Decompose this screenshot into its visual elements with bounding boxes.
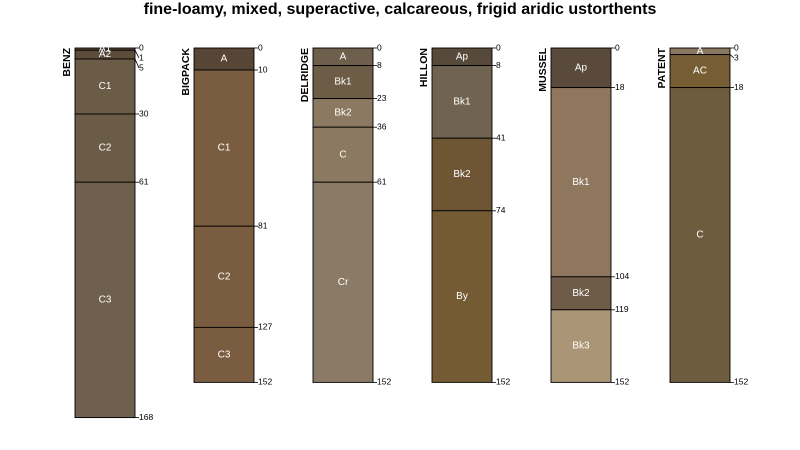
depth-tick bbox=[729, 54, 735, 59]
figure-title: fine-loamy, mixed, superactive, calcareo… bbox=[143, 1, 657, 18]
horizon-label: C2 bbox=[218, 271, 231, 282]
horizon-hillon-bk1 bbox=[431, 65, 493, 139]
profile-hillon: Ap Bk1 Bk2 By 0 8 41 74 152 HILLON bbox=[418, 42, 510, 386]
profile-name: BIGPACK bbox=[180, 48, 192, 96]
horizon-benz-c3 bbox=[74, 181, 136, 419]
depth-label: 5 bbox=[139, 62, 144, 72]
depth-label: 152 bbox=[258, 377, 272, 387]
horizon-label: By bbox=[456, 291, 468, 302]
horizon-label: C3 bbox=[218, 350, 231, 361]
depth-label: 10 bbox=[258, 64, 268, 74]
profile-delridge: A Bk1 Bk2 C Cr 0 8 23 36 61 152 DELRIDGE bbox=[299, 42, 391, 386]
depth-label: 0 bbox=[377, 42, 382, 52]
horizon-label: A bbox=[340, 51, 347, 62]
horizon-label: C1 bbox=[99, 81, 112, 92]
horizon-delridge-c bbox=[312, 126, 374, 183]
depth-label: 152 bbox=[615, 377, 629, 387]
depth-label: 119 bbox=[615, 304, 629, 314]
horizon-mussel-bk2 bbox=[550, 276, 612, 311]
horizon-label: A bbox=[221, 54, 228, 65]
depth-label: 18 bbox=[734, 82, 744, 92]
depth-label: 0 bbox=[139, 42, 144, 52]
depth-label: 8 bbox=[377, 60, 382, 70]
horizon-bigpack-c2 bbox=[193, 225, 255, 328]
depth-label: 168 bbox=[139, 412, 153, 422]
depth-tick bbox=[134, 58, 140, 69]
horizon-benz-c1 bbox=[74, 58, 136, 115]
horizon-label: C bbox=[696, 230, 703, 241]
horizon-label: Bk1 bbox=[334, 77, 352, 88]
depth-label: 3 bbox=[734, 52, 739, 62]
depth-label: 61 bbox=[139, 176, 149, 186]
horizon-delridge-bk2 bbox=[312, 98, 374, 128]
depth-label: 152 bbox=[377, 377, 391, 387]
depth-label: 36 bbox=[377, 121, 387, 131]
horizon-bigpack-c3 bbox=[193, 326, 255, 383]
horizon-mussel-bk3 bbox=[550, 309, 612, 383]
horizon-mussel-bk1 bbox=[550, 87, 612, 278]
horizon-patent-ac bbox=[669, 54, 731, 89]
horizon-delridge-cr bbox=[312, 181, 374, 383]
depth-label: 0 bbox=[615, 42, 620, 52]
depth-label: 152 bbox=[734, 377, 748, 387]
profile-name: BENZ bbox=[61, 47, 73, 76]
horizon-label: AC bbox=[693, 66, 707, 77]
profile-mussel: Ap Bk1 Bk2 Bk3 0 18 104 119 152 MUSSEL bbox=[537, 42, 629, 386]
horizon-label: A2 bbox=[99, 49, 112, 60]
depth-label: 30 bbox=[139, 108, 149, 118]
depth-label: 0 bbox=[496, 42, 501, 52]
horizon-label: Bk2 bbox=[572, 288, 590, 299]
horizon-label: C1 bbox=[218, 143, 231, 154]
profile-patent: A AC C 03 18 152 PATENT bbox=[656, 42, 748, 386]
horizon-label: Bk1 bbox=[572, 177, 590, 188]
depth-tick bbox=[134, 50, 140, 59]
horizon-label: Ap bbox=[456, 51, 469, 62]
profile-name: HILLON bbox=[418, 48, 430, 87]
depth-label: 81 bbox=[258, 220, 268, 230]
depth-label: 127 bbox=[258, 322, 272, 332]
horizon-label: Bk2 bbox=[334, 108, 352, 119]
depth-label: 104 bbox=[615, 271, 629, 281]
horizon-label: Cr bbox=[338, 277, 349, 288]
horizon-label: Bk3 bbox=[572, 341, 590, 352]
depth-label: 8 bbox=[496, 60, 501, 70]
horizon-label: Ap bbox=[575, 62, 588, 73]
horizon-label: Bk2 bbox=[453, 169, 471, 180]
horizon-label: C2 bbox=[99, 143, 112, 154]
horizon-delridge-bk1 bbox=[312, 65, 374, 100]
horizon-hillon-bk2 bbox=[431, 137, 493, 212]
depth-label: 41 bbox=[496, 132, 506, 142]
horizon-label: A bbox=[697, 46, 704, 57]
horizon-label: C3 bbox=[99, 295, 112, 306]
horizon-hillon-by bbox=[431, 210, 493, 383]
horizon-patent-c bbox=[669, 87, 731, 383]
depth-label: 152 bbox=[496, 377, 510, 387]
depth-label: 0 bbox=[734, 42, 739, 52]
horizon-label: Bk1 bbox=[453, 97, 471, 108]
depth-label: 61 bbox=[377, 176, 387, 186]
depth-label: 74 bbox=[496, 205, 506, 215]
horizon-label: C bbox=[339, 149, 346, 160]
depth-label: 0 bbox=[258, 42, 263, 52]
profile-name: DELRIDGE bbox=[299, 48, 311, 102]
profile-name: MUSSEL bbox=[537, 47, 549, 91]
depth-label: 18 bbox=[615, 82, 625, 92]
depth-label: 23 bbox=[377, 93, 387, 103]
horizon-label: A1 bbox=[99, 44, 112, 55]
profile-bigpack: A C1 C2 C3 0 10 81 127 152 BIGPACK bbox=[180, 42, 272, 386]
profile-name: PATENT bbox=[656, 47, 668, 88]
depth-label: 1 bbox=[139, 52, 144, 62]
horizon-bigpack-c1 bbox=[193, 69, 255, 227]
horizon-mussel-ap bbox=[550, 47, 612, 89]
